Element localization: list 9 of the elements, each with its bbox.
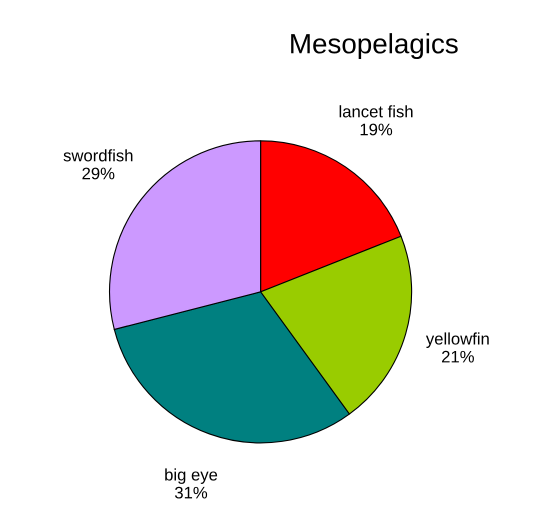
data-label: 29% [82,168,114,180]
slice-label: swordfish [64,149,132,162]
chart-title: Mesopelagics [291,33,458,60]
data-label: 31% [174,486,208,499]
slice-label: yellowfin [426,332,489,348]
slice-label: lancet fish [340,105,412,118]
data-label: 21% [442,350,474,363]
data-label: 19% [360,124,392,136]
slice-label: big eye [165,468,218,484]
